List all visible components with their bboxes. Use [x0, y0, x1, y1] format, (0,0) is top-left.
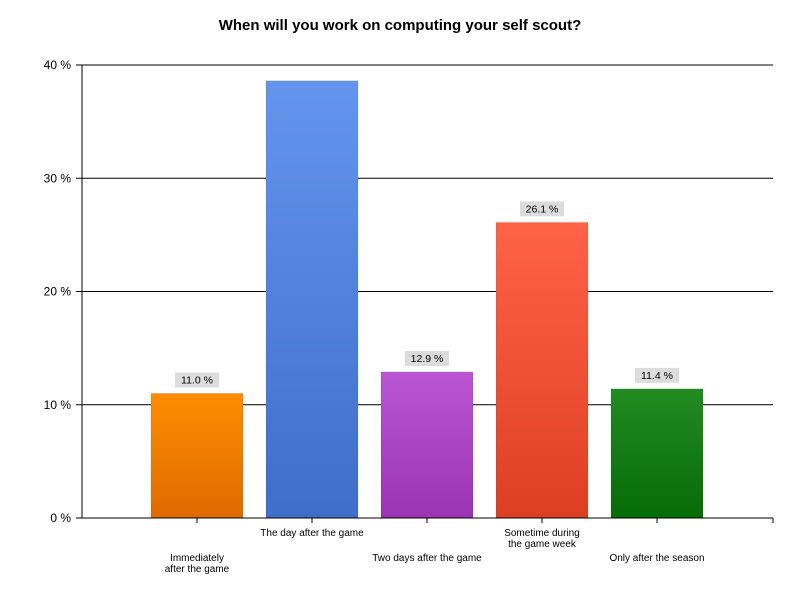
data-label: 12.9 % [411, 353, 444, 365]
y-tick-label: 0 % [50, 511, 71, 525]
chart-title: When will you work on computing your sel… [218, 17, 582, 34]
bar [495, 222, 589, 519]
x-category-label: The day after the game [260, 528, 364, 539]
x-category-label: Sometime during [504, 528, 580, 539]
y-tick-label: 30 % [44, 171, 72, 185]
bar [150, 393, 244, 519]
bar [380, 371, 474, 519]
y-tick-label: 10 % [44, 398, 72, 412]
data-label: 11.0 % [181, 374, 213, 386]
x-category-label: Two days after the game [372, 553, 482, 564]
data-label: 26.1 % [526, 203, 559, 215]
y-tick-label: 20 % [44, 285, 72, 299]
x-category-label: Only after the season [609, 553, 704, 564]
data-label-bg [405, 350, 449, 366]
x-category-label: the game week [508, 539, 577, 550]
data-label-bg [175, 372, 219, 388]
bar [265, 80, 359, 519]
y-tick-label: 40 % [44, 58, 72, 72]
data-label-bg [635, 367, 679, 383]
data-label-bg [520, 201, 564, 217]
data-label: 11.4 % [641, 370, 673, 382]
bar [610, 388, 704, 519]
x-category-label: after the game [165, 564, 230, 575]
x-category-label: Immediately [170, 553, 224, 564]
